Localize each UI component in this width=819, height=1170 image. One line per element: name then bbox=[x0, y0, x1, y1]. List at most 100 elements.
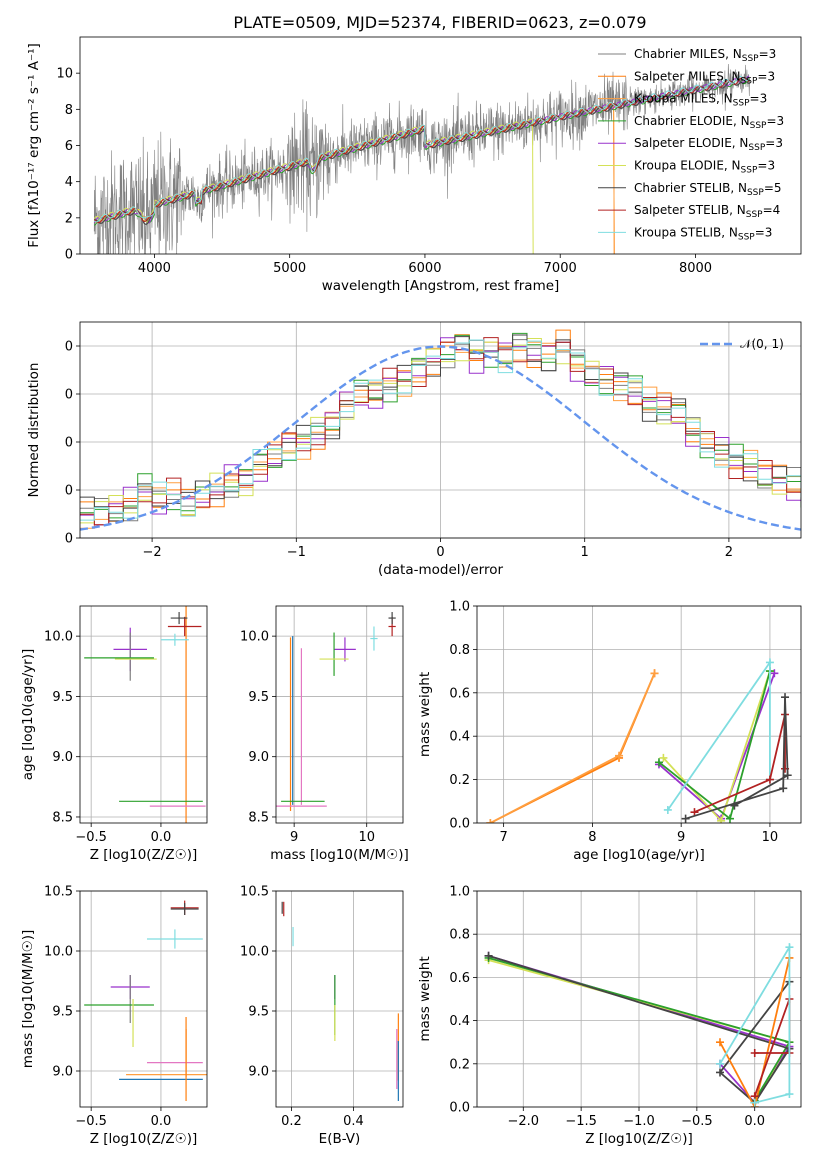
x-tick-label: 8000 bbox=[679, 261, 712, 276]
x-axis-label: Z [log10(Z/Z☉)] bbox=[585, 1131, 693, 1147]
y-tick-label: 2 bbox=[65, 211, 73, 226]
y-axis-label: mass weight bbox=[417, 672, 433, 757]
model-spectrum-line bbox=[93, 118, 534, 254]
x-tick-label: −0.5 bbox=[75, 830, 107, 845]
mass-weight-marker bbox=[654, 758, 663, 767]
x-tick-label: 10 bbox=[358, 830, 375, 845]
mass-weight-line bbox=[658, 670, 771, 821]
y-tick-label: 1.0 bbox=[449, 600, 470, 615]
y-tick-label: 9.5 bbox=[248, 1005, 269, 1020]
y-tick-label: 0 bbox=[65, 388, 73, 403]
panel-0: 4000 5000 6000 7000 8000 0 2 4 6 8 10 wavelength [A… bbox=[26, 13, 802, 294]
mass-weight-marker bbox=[716, 1059, 724, 1068]
plot-area bbox=[484, 943, 794, 1107]
x-tick-label: −0.5 bbox=[681, 1114, 713, 1129]
y-tick-label: 10.0 bbox=[44, 945, 73, 960]
mass-weight-marker bbox=[486, 819, 495, 823]
x-tick-label: 6000 bbox=[408, 261, 441, 276]
x-tick-label: 0.4 bbox=[343, 1114, 364, 1129]
x-tick-label: 0.0 bbox=[744, 1114, 765, 1129]
legend-entry: Chabrier ELODIE, NSSP=3 bbox=[634, 114, 784, 131]
legend: 𝒩(0, 1) bbox=[700, 337, 784, 351]
y-tick-label: 0.4 bbox=[449, 1014, 470, 1029]
y-tick-label: 0.6 bbox=[449, 686, 470, 701]
mass-weight-line bbox=[719, 957, 791, 1107]
x-tick-label: −1 bbox=[287, 545, 306, 560]
mass-weight-marker bbox=[779, 784, 788, 793]
y-tick-label: 0.4 bbox=[449, 730, 470, 745]
legend-entry: Chabrier MILES, NSSP=3 bbox=[634, 47, 776, 64]
mass-weight-line bbox=[719, 943, 791, 1104]
panel-4: 7 8 9 10 0.0 0.2 0.4 0.6 0.8 1.0 age [log10(age/yr… bbox=[417, 600, 802, 863]
x-tick-label: 4000 bbox=[138, 261, 171, 276]
x-tick-label: 5000 bbox=[273, 261, 306, 276]
axes-frame bbox=[275, 890, 404, 1108]
model-spectrum-line bbox=[93, 76, 750, 224]
plot-area bbox=[93, 63, 750, 254]
y-axis-label: Normed distribution bbox=[26, 363, 42, 498]
legend-entry: Kroupa ELODIE, NSSP=3 bbox=[634, 159, 775, 176]
plot-area bbox=[281, 901, 399, 1101]
x-tick-label: 7000 bbox=[544, 261, 577, 276]
x-axis-label: Z [log10(Z/Z☉)] bbox=[90, 847, 198, 863]
y-tick-label: 0 bbox=[65, 436, 73, 451]
y-tick-label: 8.5 bbox=[248, 810, 269, 825]
mass-weight-marker bbox=[663, 805, 672, 814]
model-spectrum-line bbox=[93, 75, 750, 223]
error-bar bbox=[388, 612, 396, 625]
x-tick-label: 0.0 bbox=[151, 1114, 172, 1129]
chart-title: PLATE=0509, MJD=52374, FIBERID=0623, z=0… bbox=[233, 13, 646, 32]
panel-6: 0.2 0.4 9.0 9.5 10.0 10.5 E(B-V) bbox=[240, 885, 404, 1147]
mass-weight-marker bbox=[781, 693, 790, 702]
y-tick-label: 0.0 bbox=[449, 1101, 470, 1116]
mass-weight-marker bbox=[484, 951, 493, 960]
mass-weight-marker bbox=[785, 943, 794, 952]
y-tick-label: 9.5 bbox=[52, 690, 73, 705]
y-tick-label: 10.5 bbox=[240, 885, 269, 900]
model-spectrum-line bbox=[94, 77, 750, 225]
x-tick-label: 7 bbox=[499, 830, 507, 845]
mass-weight-marker bbox=[717, 816, 726, 823]
axes-frame bbox=[275, 605, 404, 824]
x-tick-label: 9 bbox=[677, 830, 685, 845]
x-tick-label: −1.5 bbox=[565, 1114, 597, 1129]
y-tick-label: 10.0 bbox=[44, 630, 73, 645]
y-tick-label: 0 bbox=[65, 484, 73, 499]
histogram-step bbox=[80, 339, 801, 521]
mass-weight-marker bbox=[765, 775, 774, 784]
y-tick-label: 10.0 bbox=[240, 945, 269, 960]
y-tick-label: 0.2 bbox=[449, 1057, 470, 1072]
x-tick-label: 0.0 bbox=[151, 830, 172, 845]
axes-frame bbox=[79, 321, 802, 539]
x-axis-label: (data-model)/error bbox=[378, 562, 504, 578]
x-tick-label: 10 bbox=[762, 830, 779, 845]
x-tick-label: 2 bbox=[725, 545, 733, 560]
legend-entry: Salpeter ELODIE, NSSP=3 bbox=[634, 136, 783, 153]
mass-weight-marker bbox=[615, 751, 624, 760]
y-tick-label: 9.0 bbox=[52, 1065, 73, 1080]
y-tick-label: 9.0 bbox=[248, 750, 269, 765]
mass-weight-marker bbox=[783, 771, 792, 780]
y-tick-label: 0.8 bbox=[449, 928, 470, 943]
y-tick-label: 0.0 bbox=[449, 817, 470, 832]
error-bar bbox=[160, 633, 189, 646]
y-tick-label: 8.5 bbox=[52, 810, 73, 825]
y-tick-label: 8 bbox=[65, 103, 73, 118]
normal-reference-curve bbox=[80, 345, 801, 531]
panel-7: −2.0 −1.5 −1.0 −0.5 0.0 0.0 0.2 0.4 0.6 0.8 1.0 Z [… bbox=[417, 885, 802, 1147]
y-axis-label: mass [log10(M/M☉)] bbox=[20, 930, 36, 1069]
mass-weight-marker bbox=[750, 1049, 759, 1057]
y-tick-label: 6 bbox=[65, 139, 73, 154]
y-axis-label: Flux [fλ10⁻¹⁷ erg cm⁻² s⁻¹ A⁻¹] bbox=[26, 43, 42, 248]
mass-weight-marker bbox=[659, 753, 668, 762]
mass-weight-line bbox=[489, 672, 656, 823]
x-axis-label: mass [log10(M/M☉)] bbox=[270, 847, 409, 863]
mass-weight-marker bbox=[765, 658, 774, 667]
mass-weight-marker bbox=[690, 808, 699, 817]
y-tick-label: 4 bbox=[65, 175, 73, 190]
x-axis-label: age [log10(age/yr)] bbox=[573, 847, 705, 863]
x-tick-label: −1.0 bbox=[623, 1114, 655, 1129]
observed-spectrum bbox=[93, 63, 750, 254]
x-tick-label: 0 bbox=[436, 545, 444, 560]
